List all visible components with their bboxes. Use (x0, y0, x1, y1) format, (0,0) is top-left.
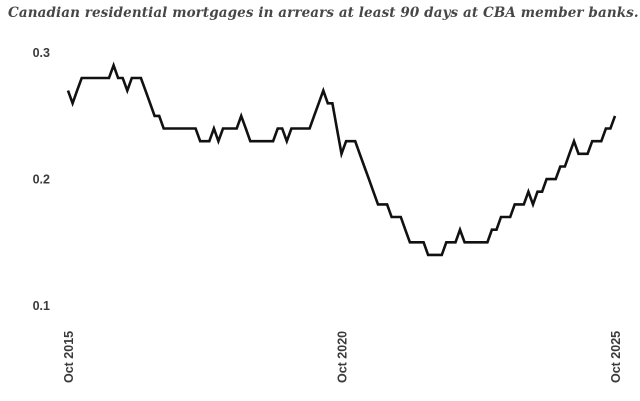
y-axis: 0.3 0.2 0.1 (33, 46, 50, 313)
x-axis-tick-label: Oct 2015 (62, 331, 76, 383)
arrears-series-line (66, 61, 617, 257)
x-axis-tick-label: Oct 2020 (335, 331, 349, 383)
x-axis-tick-label: Oct 2025 (609, 331, 623, 383)
y-axis-tick-label: 0.2 (33, 173, 50, 187)
y-axis-tick-label: 0.3 (33, 46, 50, 60)
y-axis-tick-label: 0.1 (33, 299, 50, 313)
x-axis: Oct 2015 Oct 2020 Oct 2025 (62, 331, 623, 383)
chart-title: Canadian residential mortgages in arrear… (8, 5, 639, 21)
